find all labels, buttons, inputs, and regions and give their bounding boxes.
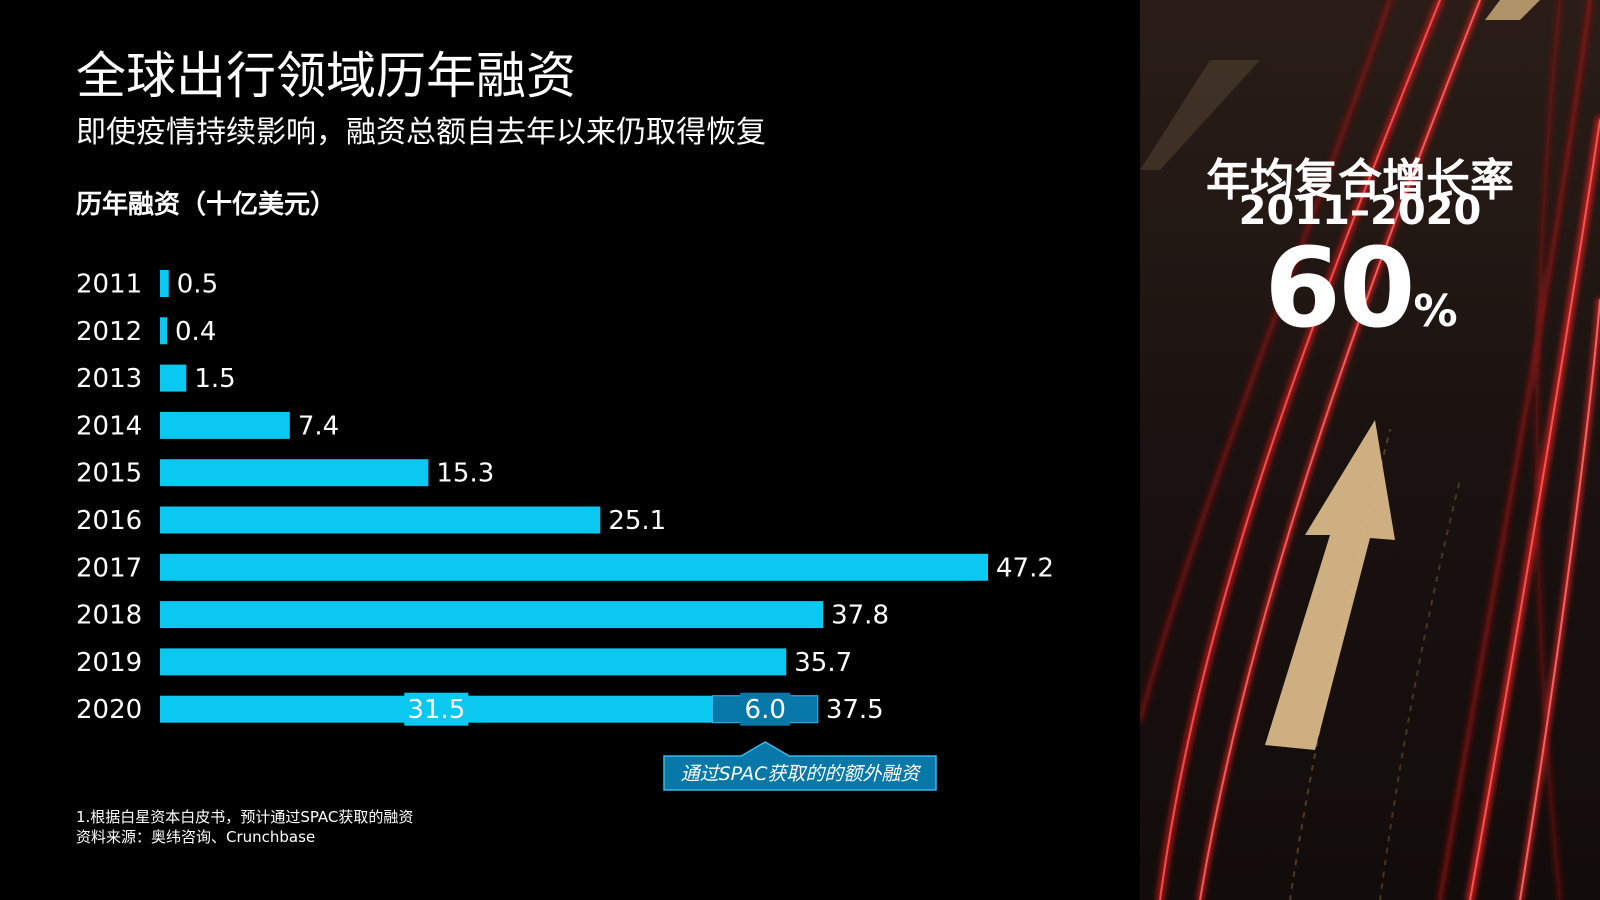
bar-chart: 2011 0.5 2012 0.4 2013 1.5 2014 7.4 2015 15.3 2016…: [76, 270, 1054, 791]
label-box-spac: [740, 692, 791, 726]
cagr-number: 60: [1264, 224, 1415, 352]
page-title: 全球出行领域历年融资: [76, 47, 576, 105]
category-label: 2014: [76, 411, 142, 441]
category-label: 2013: [76, 364, 142, 394]
cagr-value: 60%: [1140, 228, 1580, 349]
data-label: 0.5: [177, 270, 218, 300]
category-label: 2020: [76, 695, 142, 725]
data-label: 7.4: [298, 411, 339, 441]
data-label: 37.5: [826, 695, 884, 725]
data-label: 35.7: [794, 648, 852, 678]
chart-panel: 全球出行领域历年融资 即使疫情持续影响，融资总额自去年以来仍取得恢复 历年融资（…: [76, 47, 1054, 846]
data-label: 37.8: [831, 601, 889, 631]
category-label: 2016: [76, 506, 142, 536]
footnote: 1.根据白星资本白皮书，预计通过SPAC获取的融资: [76, 808, 414, 826]
category-label: 2011: [76, 270, 142, 300]
page-subtitle: 即使疫情持续影响，融资总额自去年以来仍取得恢复: [76, 115, 766, 150]
data-label: 1.5: [194, 364, 235, 394]
data-label: 0.4: [175, 317, 216, 347]
bar: [160, 317, 168, 345]
data-label: 25.1: [608, 506, 666, 536]
axis-label: 历年融资（十亿美元）: [76, 190, 337, 220]
cagr-label: 年均复合增长率: [1206, 155, 1514, 206]
category-label: 2018: [76, 601, 142, 631]
bar: [160, 506, 601, 534]
bar: [160, 601, 824, 629]
bar: [160, 270, 169, 297]
spac-callout-text: 通过SPAC获取的的额外融资: [681, 763, 923, 785]
category-label: 2017: [76, 553, 142, 583]
highway-light-trails-image: [1140, 0, 1600, 900]
data-label: 47.2: [996, 553, 1054, 583]
data-label-2020-base: 31.5: [407, 695, 465, 725]
source-note: 资料来源：奥纬咨询、Crunchbase: [76, 828, 316, 846]
cagr-unit: %: [1413, 286, 1457, 337]
bar: [160, 459, 429, 487]
data-label-2020-spac: 6.0: [745, 695, 786, 725]
label-box-base: [404, 692, 469, 726]
category-label: 2012: [76, 317, 142, 347]
up-arrow-icon: [1265, 420, 1395, 750]
bar: [160, 648, 787, 676]
category-label: 2015: [76, 459, 142, 489]
bar: [160, 364, 187, 392]
data-label: 15.3: [436, 459, 494, 489]
highway-photo-panel: 年均复合增长率 2011–2020 60%: [1140, 0, 1600, 900]
spac-callout-box: [663, 741, 937, 791]
bar: [160, 411, 290, 439]
category-label: 2019: [76, 648, 142, 678]
cagr-period: 2011–2020: [1238, 188, 1482, 234]
bar: [160, 553, 988, 581]
